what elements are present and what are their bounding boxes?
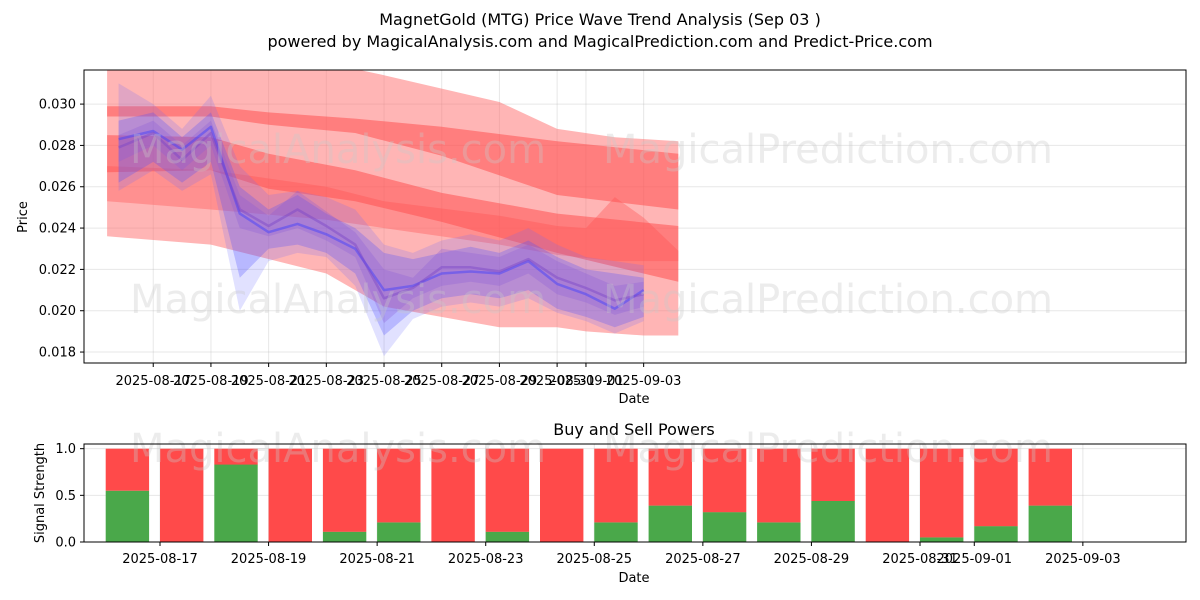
power-y-axis-label: Signal Strength [33,443,48,543]
power-x-tick-label: 2025-08-17 [122,552,198,567]
power-x-tick-label: 2025-08-31 [882,552,958,567]
buy-bar [322,531,367,542]
price-x-tick-label: 2025-08-23 [289,374,365,389]
power-plot-frame [83,443,1187,543]
power-x-axis: 2025-08-17 2025-08-19 2025-08-21 2025-08-23… [122,542,1121,567]
sell-bar [160,448,204,542]
sell-bar [920,448,964,538]
power-y-axis: 0.0 0.5 1.0 [55,442,84,551]
price-band-blue-wave-b [118,112,644,336]
price-x-axis-label: Date [618,392,649,407]
buy-bar [1028,505,1072,542]
power-x-tick-label: 2025-08-25 [557,552,633,567]
power-x-tick-label: 2025-08-29 [774,552,850,567]
price-y-tick-label: 0.018 [39,346,76,361]
price-y-axis-label: Price [16,201,31,233]
power-chart: Buy and Sell Powers MagicalAnalysis.com … [33,420,1187,586]
price-plot-frame [83,69,1187,364]
price-y-tick-label: 0.020 [39,304,76,319]
sell-bar [214,448,258,465]
power-x-tick-label: 2025-09-03 [1045,552,1121,567]
buy-bar [105,490,150,542]
price-y-tick-label: 0.022 [39,263,76,278]
buy-bar [594,522,638,542]
power-x-tick-label: 2025-08-19 [231,552,307,567]
price-line-price-wave-2 [118,131,644,302]
sell-bar [431,448,475,542]
price-x-axis: 2025-08-172025-08-192025-08-212025-08-23… [115,363,681,389]
buy-bar [214,464,258,542]
chart-subtitle: powered by MagicalAnalysis.com and Magic… [267,32,932,51]
power-x-tick-label: 2025-08-27 [665,552,741,567]
power-x-tick-label: 2025-08-23 [448,552,524,567]
sell-bar [1028,448,1072,506]
buy-bar [377,522,421,542]
power-bars [105,448,1072,542]
price-y-tick-label: 0.026 [39,180,76,195]
price-band-lower-trend-line [107,135,679,282]
power-chart-title: Buy and Sell Powers [553,420,715,439]
buy-bar [702,512,747,542]
price-watermark-3: MagicalAnalysis.com [130,277,546,323]
price-watermark-2: MagicalPrediction.com [603,127,1053,173]
power-y-tick-label: 1.0 [55,442,76,457]
power-x-axis-label: Date [618,571,649,586]
sell-bar [322,448,367,532]
sell-bar [865,448,910,542]
price-trend-bands [107,70,679,357]
sell-bar [594,448,638,523]
price-y-tick-label: 0.030 [39,98,76,113]
price-x-tick-label: 2025-08-17 [115,374,191,389]
price-y-tick-label: 0.024 [39,222,76,237]
sell-bar [540,448,584,542]
power-watermark-2: MagicalPrediction.com [603,426,1053,472]
price-x-tick-label: 2025-09-03 [606,374,682,389]
buy-bar [811,500,855,542]
price-y-axis: 0.018 0.020 0.022 0.024 0.026 0.028 0.030 [39,98,84,361]
price-band-purple-wave [118,120,644,324]
price-x-tick-label: 2025-08-31 [519,374,595,389]
price-band-lower-trend-envelope [107,166,679,336]
buy-bar [974,526,1018,542]
price-x-tick-label: 2025-08-21 [231,374,307,389]
price-line-price-wave-1 [118,125,645,310]
sell-bar [105,448,150,491]
buy-bar [485,531,530,542]
price-watermark-1: MagicalAnalysis.com [130,127,546,173]
sell-bar [811,448,855,501]
sell-bar [702,448,747,513]
price-x-tick-label: 2025-08-29 [462,374,538,389]
buy-bar [757,522,801,542]
price-band-blue-wave-a [118,83,644,357]
sell-bar [757,448,801,523]
price-x-tick-label: 2025-08-25 [346,374,422,389]
sell-bar [974,448,1018,527]
sell-bar [648,448,692,506]
power-watermark-1: MagicalAnalysis.com [130,426,546,472]
price-x-tick-label: 2025-09-01 [548,374,624,389]
power-x-tick-label: 2025-09-01 [937,552,1013,567]
sell-bar [377,448,421,523]
power-x-tick-label: 2025-08-21 [339,552,415,567]
buy-bar [920,537,964,542]
price-x-tick-label: 2025-08-19 [173,374,249,389]
sell-bar [485,448,530,532]
buy-bar [648,505,692,542]
sell-bar [268,448,312,542]
power-y-tick-label: 0.0 [55,536,76,551]
chart-title: MagnetGold (MTG) Price Wave Trend Analys… [379,10,821,29]
price-y-tick-label: 0.028 [39,139,76,154]
price-x-tick-label: 2025-08-27 [404,374,480,389]
price-band-upper-trend-line [107,106,679,210]
price-watermark-4: MagicalPrediction.com [603,277,1053,323]
power-y-tick-label: 0.5 [55,489,76,504]
price-wave-lines [118,125,645,310]
price-chart: MagicalAnalysis.com MagicalPrediction.co… [16,69,1187,407]
